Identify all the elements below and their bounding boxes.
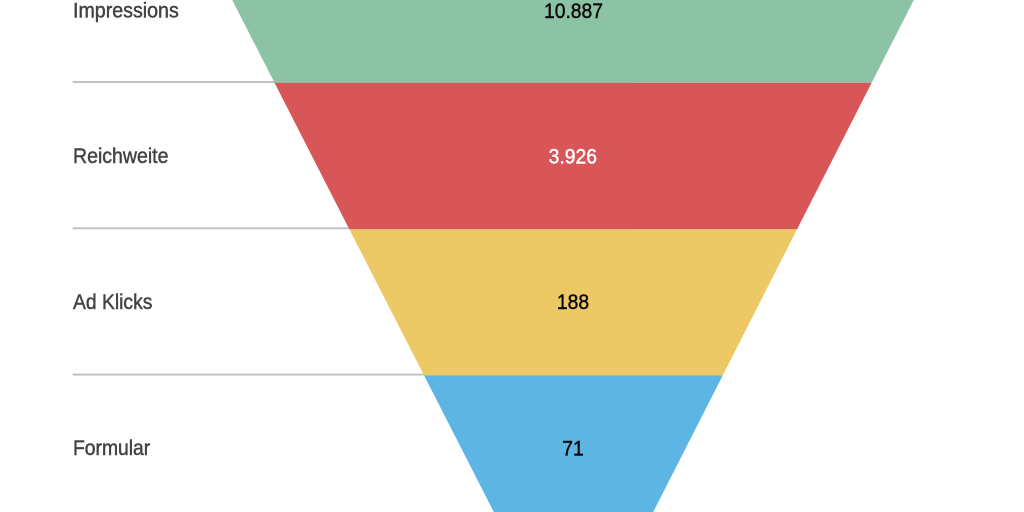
svg-text:3.926: 3.926 <box>549 146 597 169</box>
svg-text:10.887: 10.887 <box>544 0 603 23</box>
svg-text:188: 188 <box>557 291 589 314</box>
svg-text:Reichweite: Reichweite <box>73 146 168 169</box>
svg-text:71: 71 <box>562 438 583 461</box>
svg-text:Impressions: Impressions <box>73 0 179 23</box>
svg-text:Ad Klicks: Ad Klicks <box>73 291 152 314</box>
svg-text:Formular: Formular <box>73 438 150 461</box>
